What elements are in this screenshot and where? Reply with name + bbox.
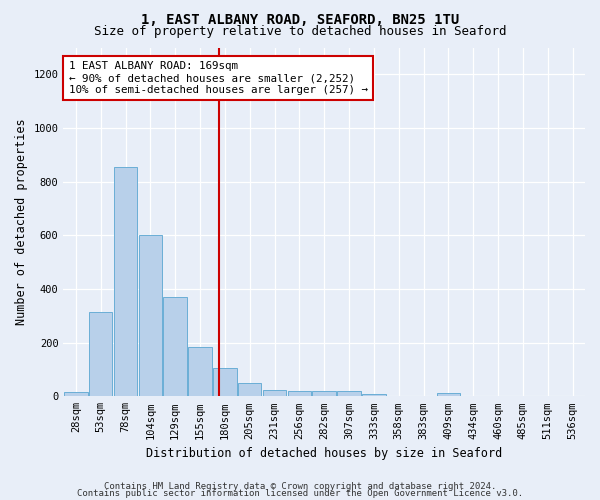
Text: 1, EAST ALBANY ROAD, SEAFORD, BN25 1TU: 1, EAST ALBANY ROAD, SEAFORD, BN25 1TU bbox=[141, 12, 459, 26]
Text: 1 EAST ALBANY ROAD: 169sqm
← 90% of detached houses are smaller (2,252)
10% of s: 1 EAST ALBANY ROAD: 169sqm ← 90% of deta… bbox=[68, 62, 368, 94]
Bar bbox=[287, 392, 311, 396]
Bar bbox=[313, 391, 336, 396]
Bar bbox=[188, 346, 212, 397]
Bar bbox=[139, 236, 162, 396]
Bar bbox=[64, 392, 88, 396]
Text: Contains public sector information licensed under the Open Government Licence v3: Contains public sector information licen… bbox=[77, 490, 523, 498]
X-axis label: Distribution of detached houses by size in Seaford: Distribution of detached houses by size … bbox=[146, 447, 502, 460]
Bar bbox=[163, 297, 187, 396]
Y-axis label: Number of detached properties: Number of detached properties bbox=[15, 118, 28, 325]
Text: Size of property relative to detached houses in Seaford: Size of property relative to detached ho… bbox=[94, 25, 506, 38]
Bar bbox=[337, 391, 361, 396]
Bar bbox=[437, 393, 460, 396]
Bar bbox=[114, 167, 137, 396]
Text: Contains HM Land Registry data © Crown copyright and database right 2024.: Contains HM Land Registry data © Crown c… bbox=[104, 482, 496, 491]
Bar bbox=[263, 390, 286, 396]
Bar bbox=[89, 312, 112, 396]
Bar bbox=[238, 384, 262, 396]
Bar bbox=[362, 394, 386, 396]
Bar bbox=[213, 368, 236, 396]
